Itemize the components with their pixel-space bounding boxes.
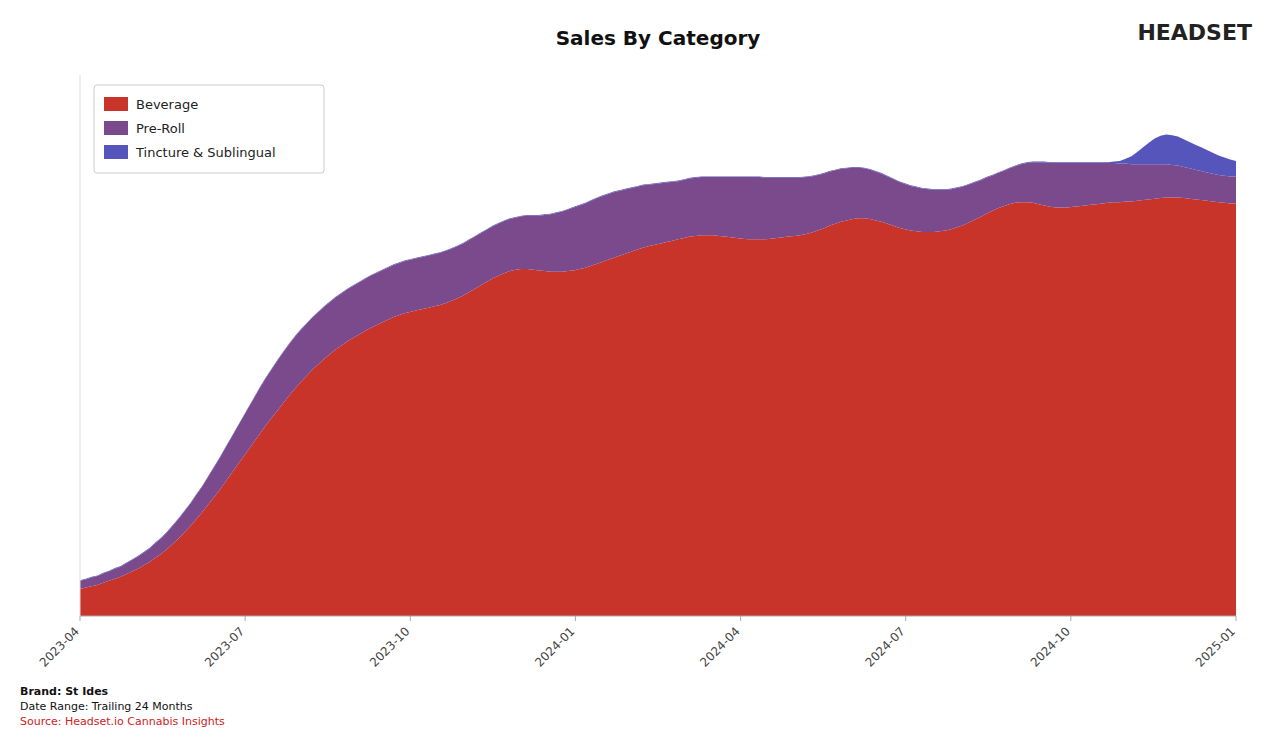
footer-note: Brand: St Ides: [20, 685, 109, 698]
logo-text: HEADSET: [1137, 20, 1252, 45]
y-axis-line: [80, 75, 81, 616]
x-tick-label: 2023-10: [367, 624, 412, 669]
legend-box: [94, 85, 324, 173]
x-tick-label: 2023-04: [37, 624, 82, 669]
x-tick: [1236, 616, 1237, 621]
footer-note: Source: Headset.io Cannabis Insights: [20, 715, 225, 728]
x-tick-label: 2024-04: [697, 624, 742, 669]
x-tick-label: 2024-10: [1028, 624, 1073, 669]
x-tick: [575, 616, 576, 621]
x-tick: [740, 616, 741, 621]
x-tick-label: 2023-07: [202, 624, 247, 669]
x-tick-label: 2024-01: [532, 624, 577, 669]
chart-container: Sales By Category 2023-04 2023-07 2023-10 20…: [0, 0, 1276, 741]
area-3: [80, 135, 1236, 581]
x-tick-label: 2025-01: [1193, 624, 1238, 669]
x-tick: [410, 616, 411, 621]
legend-label: Pre-Roll: [136, 121, 185, 136]
x-tick-label: 2024-07: [862, 624, 907, 669]
legend-swatch: [104, 145, 128, 159]
x-tick: [905, 616, 906, 621]
x-tick: [245, 616, 246, 621]
x-tick: [1070, 616, 1071, 621]
x-axis-line: [80, 616, 1236, 617]
areas: [80, 135, 1236, 616]
chart-svg: Sales By Category 2023-04 2023-07 2023-10 20…: [0, 0, 1276, 741]
area-2: [80, 162, 1236, 589]
legend: Beverage Pre-Roll Tincture & Sublingual: [94, 85, 324, 173]
legend-label: Beverage: [136, 97, 198, 112]
legend-swatch: [104, 121, 128, 135]
legend-label: Tincture & Sublingual: [135, 145, 276, 160]
legend-swatch: [104, 97, 128, 111]
x-tick: [80, 616, 81, 621]
footer-note: Date Range: Trailing 24 Months: [20, 700, 193, 713]
chart-title: Sales By Category: [556, 26, 761, 50]
